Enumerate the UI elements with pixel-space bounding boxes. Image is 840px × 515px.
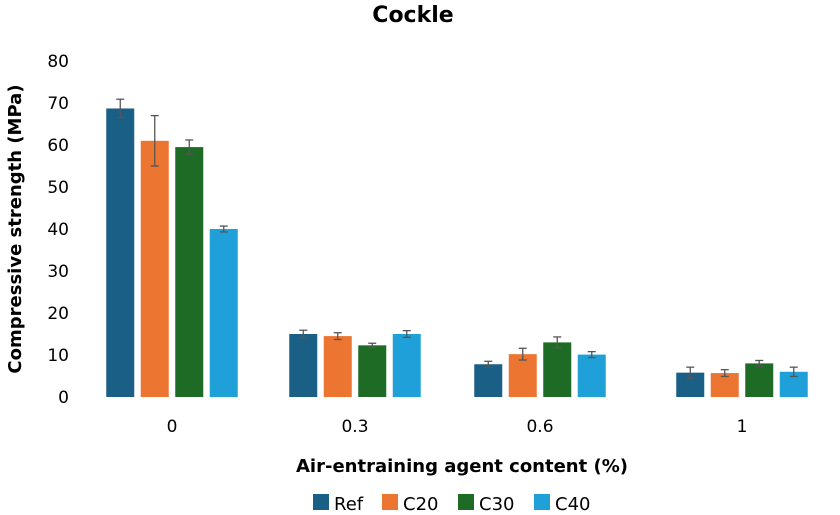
chart-title: Cockle <box>372 3 453 28</box>
error-bar <box>789 366 798 378</box>
bar-ref-0.6 <box>474 364 503 397</box>
bar-c40-0.6 <box>577 354 606 397</box>
error-bar <box>219 225 228 233</box>
y-tick-label: 0 <box>58 388 69 408</box>
x-category-label: 1 <box>737 417 748 437</box>
x-axis-label: Air-entraining agent content (%) <box>296 456 628 477</box>
error-bar <box>755 359 764 367</box>
legend-swatch-c30 <box>458 494 474 510</box>
y-tick-label: 10 <box>47 346 69 366</box>
legend-swatch-c20 <box>382 494 398 510</box>
legend-swatch-ref <box>313 494 329 510</box>
y-tick-label: 60 <box>47 136 69 156</box>
bar-c30-0.3 <box>358 345 387 397</box>
error-bar <box>368 342 377 349</box>
legend-label-ref: Ref <box>334 494 364 515</box>
y-tick-label: 20 <box>47 304 69 324</box>
error-bar <box>185 139 194 155</box>
bar-c40-0.3 <box>392 334 421 397</box>
x-category-label: 0 <box>167 417 178 437</box>
bar-c20-1 <box>710 373 739 397</box>
y-axis-label: Compressive strength (MPa) <box>5 84 26 373</box>
bar-c30-0 <box>175 147 204 397</box>
y-tick-label: 30 <box>47 262 69 282</box>
y-tick-label: 50 <box>47 178 69 198</box>
bar-ref-0 <box>106 108 135 398</box>
legend-label-c20: C20 <box>403 494 438 515</box>
x-axis-categories: 0 0.3 0.6 1 <box>167 417 748 437</box>
y-tick-label: 70 <box>47 94 69 114</box>
y-tick-label: 80 <box>47 52 69 72</box>
bar-ref-0.3 <box>289 334 318 397</box>
error-bar <box>720 369 729 378</box>
x-category-label: 0.3 <box>341 417 368 437</box>
error-bar <box>333 332 342 341</box>
error-bar <box>402 329 411 339</box>
error-bar <box>150 114 159 167</box>
y-axis-ticks: 0 10 20 30 40 50 60 70 80 <box>47 52 69 408</box>
bars <box>106 98 808 398</box>
x-category-label: 0.6 <box>526 417 553 437</box>
bar-c20-0 <box>140 140 169 398</box>
bar-c30-1 <box>745 363 774 397</box>
bar-c40-0 <box>209 229 238 397</box>
legend-swatch-c40 <box>534 494 550 510</box>
bar-c30-0.6 <box>543 342 572 397</box>
error-bar <box>553 336 562 349</box>
legend-label-c40: C40 <box>555 494 590 515</box>
error-bar <box>587 350 596 359</box>
bar-c20-0.6 <box>508 354 537 397</box>
error-bar <box>484 360 493 368</box>
error-bar <box>299 329 308 339</box>
bar-c20-0.3 <box>323 336 352 397</box>
legend-label-c30: C30 <box>479 494 514 515</box>
error-bar <box>686 366 695 379</box>
y-tick-label: 40 <box>47 220 69 240</box>
legend: Ref C20 C30 C40 <box>313 494 590 515</box>
error-bar <box>518 347 527 361</box>
error-bar <box>116 98 125 119</box>
